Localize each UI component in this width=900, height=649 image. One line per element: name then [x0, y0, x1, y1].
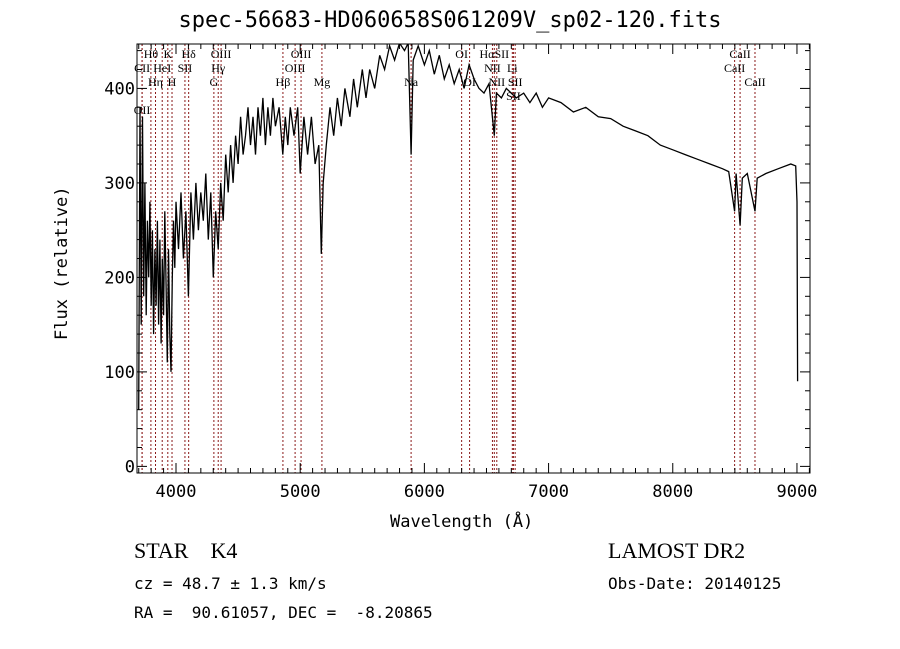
x-tick-label: 7000 [528, 482, 569, 502]
coordinates: RA = 90.61057, DEC = -8.20865 [134, 603, 433, 622]
x-tick-label: 4000 [156, 482, 197, 502]
line-marker-label: Li [507, 61, 518, 75]
line-marker-label: CaII [744, 75, 765, 89]
line-marker-label: SII [508, 75, 523, 89]
object-class: STAR K4 [134, 538, 238, 563]
line-marker-label: HαSII [479, 47, 509, 61]
line-marker-label: OIII [291, 47, 312, 61]
line-marker-label: OII [134, 103, 151, 117]
survey-name: LAMOST DR2 [608, 538, 746, 563]
y-tick-label: 400 [104, 79, 135, 99]
line-marker-label: HeI [153, 61, 171, 75]
redshift-info: cz = 48.7 ± 1.3 km/s [134, 574, 327, 593]
x-tick-label: 9000 [776, 482, 817, 502]
x-axis-label: Wavelength (Å) [390, 512, 534, 532]
spectrum-line [138, 44, 799, 410]
x-tick-label: 6000 [404, 482, 445, 502]
line-marker-label: Hδ [182, 47, 197, 61]
x-tick-label: 8000 [652, 482, 693, 502]
line-marker-label: CII [134, 61, 150, 75]
line-marker-label: NII [488, 75, 505, 89]
line-marker-label: OI [463, 75, 476, 89]
line-marker-label: H [168, 75, 177, 89]
line-marker-label: OIII [211, 47, 232, 61]
y-tick-label: 0 [125, 457, 135, 477]
line-marker-label: K [163, 47, 172, 61]
y-tick-label: 200 [104, 268, 135, 288]
line-marker-label: OIII [285, 61, 306, 75]
y-tick-label: 100 [104, 363, 135, 383]
obs-date: Obs-Date: 20140125 [608, 574, 782, 593]
line-marker-label: Hη [148, 75, 163, 89]
line-marker-label: OI [455, 47, 468, 61]
line-marker-label: Hγ [211, 61, 226, 75]
line-marker-label: Hθ [144, 47, 159, 61]
plot-frame [136, 43, 811, 474]
y-axis-label: Flux (relative) [52, 186, 72, 340]
line-marker-label: CaII [729, 47, 750, 61]
line-marker-label: Hβ [276, 75, 291, 89]
line-marker-label: G [210, 75, 219, 89]
chart-title: spec-56683-HD060658S061209V_sp02-120.fit… [178, 8, 722, 33]
x-tick-label: 5000 [280, 482, 321, 502]
line-marker-label: SII [506, 89, 521, 103]
line-marker-label: Mg [314, 75, 331, 89]
line-marker-label: CaII [724, 61, 745, 75]
line-marker-label: NII [484, 61, 501, 75]
line-marker-label: SII [178, 61, 193, 75]
line-marker-label: Na [404, 75, 419, 89]
y-tick-label: 300 [104, 174, 135, 194]
